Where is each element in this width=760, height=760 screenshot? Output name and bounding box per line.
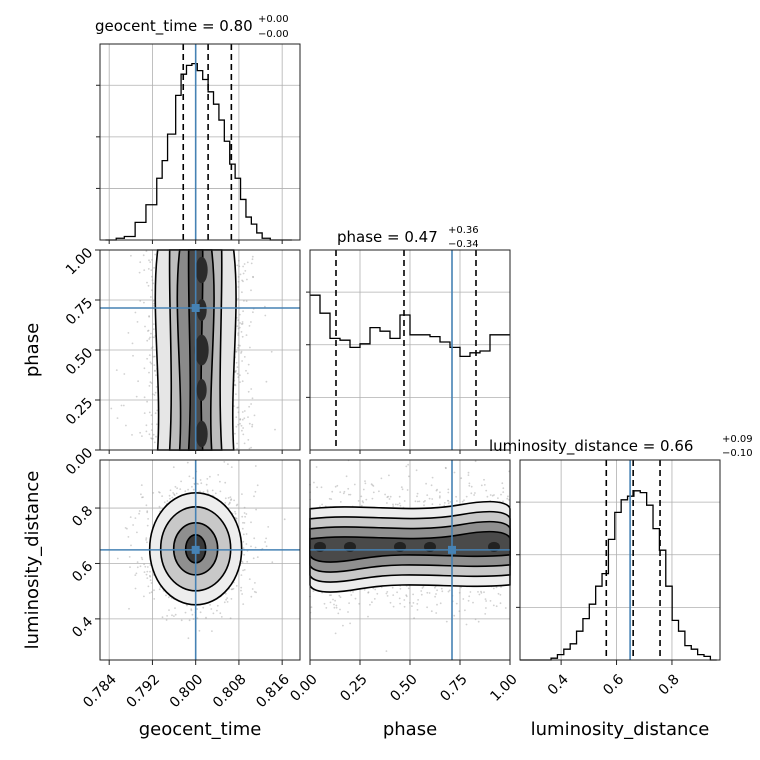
xtick-label-luminosity_distance: 0.8 xyxy=(656,671,683,698)
truth-marker xyxy=(191,304,200,312)
ytick-label-phase: 0.50 xyxy=(63,345,96,378)
title-luminosity-distance: luminosity_distance = 0.66 xyxy=(489,437,693,456)
hist-panel-luminosity_distance xyxy=(516,459,721,661)
ylabel-phase: phase xyxy=(22,323,43,377)
xtick-label-phase: 0.50 xyxy=(387,671,420,704)
ytick-label-phase: 0.25 xyxy=(63,395,96,428)
ytick-label-luminosity_distance: 0.4 xyxy=(69,614,96,641)
ytick-label-phase: 0.75 xyxy=(63,295,96,328)
ylabel-luminosity-distance: luminosity_distance xyxy=(22,471,43,650)
title-phase-plus: +0.36 xyxy=(448,225,479,236)
scatter-panel-geocent-time-phase xyxy=(99,249,301,451)
hist-phase xyxy=(310,294,510,358)
xlabel-geocent-time: geocent_time xyxy=(139,719,262,740)
scatter-panel-geocent-time-luminosity-distance xyxy=(99,459,301,661)
xtick-label-geocent_time: 0.816 xyxy=(253,671,293,711)
scatter-panel-phase-luminosity-distance xyxy=(309,459,511,661)
xlabel-phase: phase xyxy=(383,719,437,740)
ytick-label-luminosity_distance: 0.8 xyxy=(69,503,96,530)
title-geocent-time-minus: −0.00 xyxy=(258,29,289,40)
hist-panel-geocent_time xyxy=(96,43,301,241)
hist-panel-phase xyxy=(306,249,511,451)
title-geocent-time: geocent_time = 0.80 xyxy=(95,17,253,36)
title-phase: phase = 0.47 xyxy=(337,228,438,246)
ytick-label-phase: 1.00 xyxy=(63,245,96,278)
xtick-label-luminosity_distance: 0.4 xyxy=(545,671,572,698)
xtick-label-phase: 0.75 xyxy=(437,671,470,704)
ytick-label-luminosity_distance: 0.6 xyxy=(69,558,96,585)
xtick-label-geocent_time: 0.808 xyxy=(210,671,250,711)
xtick-label-geocent_time: 0.784 xyxy=(80,671,120,711)
title-geocent-time-plus: +0.00 xyxy=(258,14,289,25)
hist-geocent_time xyxy=(105,62,292,241)
xlabel-luminosity-distance: luminosity_distance xyxy=(531,719,710,740)
title-phase-minus: −0.34 xyxy=(448,239,479,250)
xtick-label-luminosity_distance: 0.6 xyxy=(600,671,627,698)
xtick-label-phase: 1.00 xyxy=(487,671,520,704)
ytick-label-phase: 0.00 xyxy=(63,445,96,478)
title-luminosity-distance-minus: −0.10 xyxy=(722,448,753,459)
xtick-label-phase: 0.00 xyxy=(287,671,320,704)
xtick-label-phase: 0.25 xyxy=(337,671,370,704)
xtick-label-geocent_time: 0.792 xyxy=(124,671,164,711)
xtick-label-geocent_time: 0.800 xyxy=(167,671,207,711)
title-luminosity-distance-plus: +0.09 xyxy=(722,434,753,445)
